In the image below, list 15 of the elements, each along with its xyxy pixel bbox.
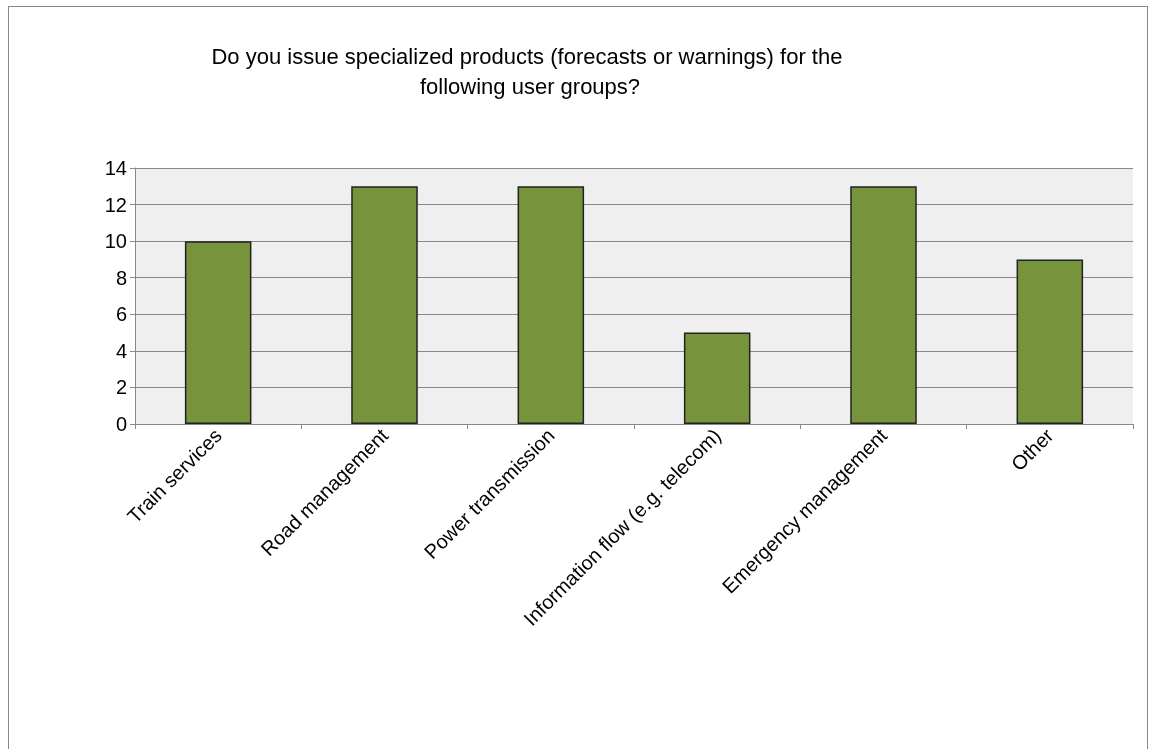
y-tick-label: 2 xyxy=(115,376,127,399)
bar xyxy=(517,186,585,424)
y-tick-label: 4 xyxy=(115,339,127,362)
y-tick-label: 6 xyxy=(115,303,127,326)
y-tick-label: 8 xyxy=(115,266,127,289)
y-tick-label: 14 xyxy=(104,157,127,179)
bar xyxy=(184,241,252,424)
bar xyxy=(351,186,418,424)
y-tick-label: 12 xyxy=(104,193,127,216)
chart-title: Do you issue specialized products (forecasts or warnings) for the following user groups? xyxy=(211,43,849,99)
y-tick-label: 10 xyxy=(104,230,127,253)
bar xyxy=(850,186,917,424)
y-tick-label: 0 xyxy=(115,413,127,435)
bar xyxy=(683,332,751,424)
bar xyxy=(1016,259,1084,424)
